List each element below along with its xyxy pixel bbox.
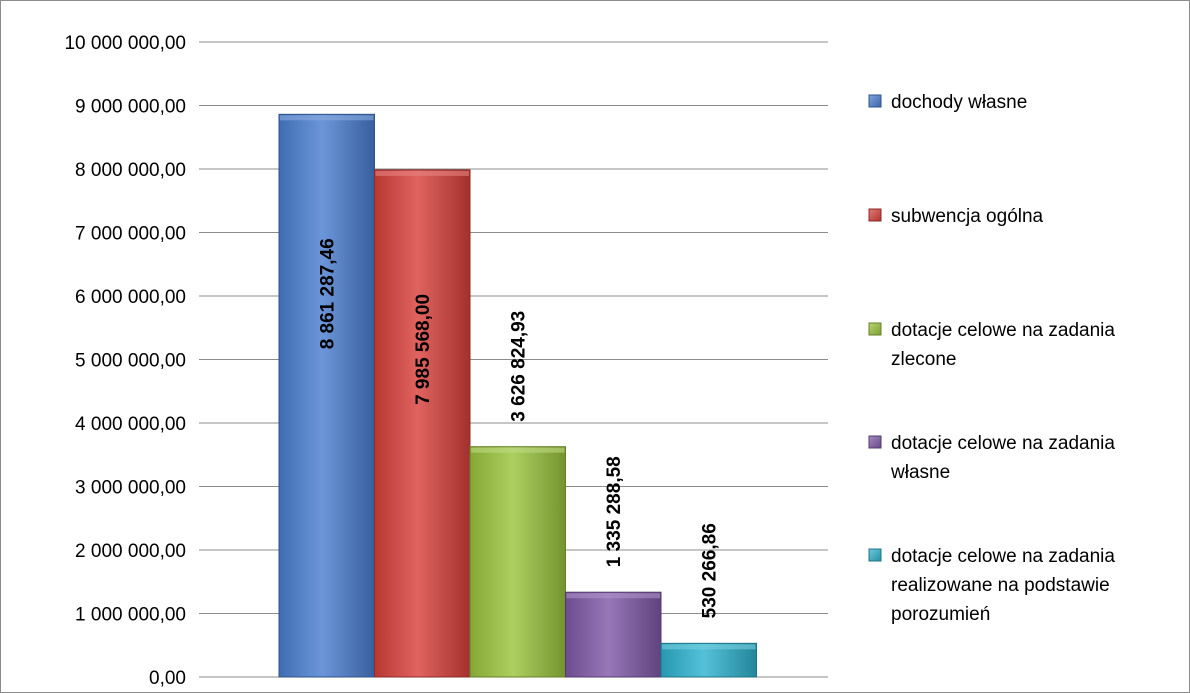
y-tick-label: 0,00 xyxy=(149,668,186,689)
legend-label: realizowane na podstawie xyxy=(891,575,1110,596)
legend-label: dotacje celowe na zadania xyxy=(891,433,1115,454)
legend-label: subwencja ogólna xyxy=(891,206,1044,227)
legend-label: własne xyxy=(890,462,950,483)
bar-highlight xyxy=(375,170,469,176)
y-tick-label: 2 000 000,00 xyxy=(75,541,186,562)
legend-swatch xyxy=(868,94,882,108)
y-tick-label: 10 000 000,00 xyxy=(64,33,186,54)
y-tick-label: 1 000 000,00 xyxy=(75,605,186,626)
y-tick-label: 8 000 000,00 xyxy=(75,160,186,181)
data-label: 7 985 568,00 xyxy=(413,294,434,405)
y-tick-label: 7 000 000,00 xyxy=(75,224,186,245)
y-tick-label: 6 000 000,00 xyxy=(75,287,186,308)
bars xyxy=(278,113,757,678)
bar-highlight xyxy=(471,447,565,453)
y-tick-label: 4 000 000,00 xyxy=(75,414,186,435)
legend-swatch xyxy=(868,435,882,449)
bar xyxy=(469,446,566,678)
bar xyxy=(374,169,471,678)
y-tick-label: 5 000 000,00 xyxy=(75,351,186,372)
data-label: 1 335 288,58 xyxy=(604,456,625,567)
legend-label: porozumień xyxy=(891,604,990,625)
bar-highlight xyxy=(662,644,756,650)
bar xyxy=(565,591,662,678)
data-labels: 8 861 287,46 7 985 568,00 3 626 824,93 1 33… xyxy=(318,238,721,618)
y-tick-label: 9 000 000,00 xyxy=(75,97,186,118)
data-label: 3 626 824,93 xyxy=(509,311,530,422)
bar xyxy=(278,113,375,678)
bar-highlight xyxy=(280,115,374,121)
data-label: 8 861 287,46 xyxy=(318,238,339,349)
legend-swatch xyxy=(868,322,882,336)
legend: dochody własne subwencja ogólna dotacje ce… xyxy=(868,92,1115,625)
legend-swatch xyxy=(868,208,882,222)
y-axis-tick-labels: 0,00 1 000 000,00 2 000 000,00 3 000 000,00… xyxy=(64,33,186,689)
y-tick-label: 3 000 000,00 xyxy=(75,478,186,499)
legend-label: zlecone xyxy=(891,349,957,370)
legend-label: dochody własne xyxy=(891,92,1027,113)
bar-highlight xyxy=(566,593,660,599)
legend-label: dotacje celowe na zadania xyxy=(891,320,1115,341)
legend-label: dotacje celowe na zadania xyxy=(891,546,1115,567)
legend-swatch xyxy=(868,548,882,562)
data-label: 530 266,86 xyxy=(700,523,721,618)
